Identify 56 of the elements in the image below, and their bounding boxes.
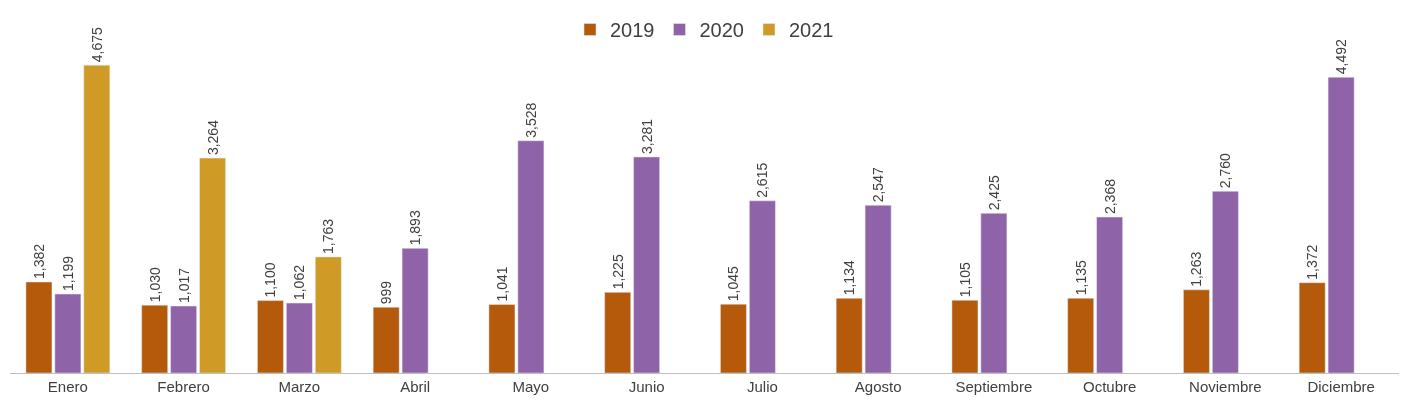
data-label: 1,382 (30, 243, 47, 280)
bar (141, 304, 168, 373)
bar (257, 300, 284, 373)
data-label: 2,425 (985, 175, 1002, 211)
data-label: 1,062 (291, 264, 308, 301)
x-tick-label: Marzo (278, 378, 321, 395)
bar (604, 292, 631, 373)
bar (1067, 298, 1094, 373)
data-label: 999 (378, 280, 395, 305)
x-tick-label: Octubre (1082, 378, 1137, 395)
data-label: 2,760 (1217, 153, 1234, 189)
x-tick-label: Septiembre (955, 378, 1033, 395)
x-tick-label: Junio (628, 378, 665, 395)
x-tick-label: Agosto (854, 378, 902, 395)
legend-label: 2021 (789, 19, 834, 42)
data-label: 1,263 (1188, 251, 1205, 287)
data-label: 1,134 (841, 260, 858, 296)
bar (1096, 216, 1123, 373)
data-label: 1,225 (609, 254, 626, 290)
x-tick-label: Diciembre (1307, 378, 1375, 395)
bar (170, 305, 197, 373)
data-label: 1,135 (1072, 260, 1089, 296)
legend-label: 2019 (610, 19, 655, 42)
bar (315, 256, 342, 373)
data-label: 1,199 (59, 255, 76, 292)
data-label: 2,368 (1101, 178, 1118, 215)
data-label: 1,100 (262, 262, 279, 298)
data-label: 2,547 (870, 167, 887, 203)
bar (720, 303, 747, 373)
data-label: 1,045 (725, 265, 742, 302)
data-label: 4,492 (1333, 39, 1350, 75)
x-tick-label: Julio (746, 378, 778, 395)
bar (1183, 289, 1210, 373)
data-label: 3,528 (522, 102, 539, 138)
data-label: 2,615 (754, 162, 771, 198)
bar (749, 200, 776, 373)
x-tick-label: Mayo (512, 378, 550, 395)
data-label: 1,041 (493, 266, 510, 302)
data-label: 1,105 (956, 262, 973, 298)
data-label: 4,675 (88, 26, 105, 63)
data-label: 1,893 (407, 210, 424, 246)
data-label: 1,017 (175, 267, 192, 304)
data-label: 1,030 (146, 266, 163, 303)
data-label: 3,264 (204, 119, 221, 156)
x-tick-label: Febrero (157, 378, 210, 395)
data-label: 3,281 (638, 118, 655, 154)
data-label: 1,763 (320, 218, 337, 254)
legend-label: 2020 (699, 19, 744, 42)
bar (633, 156, 660, 373)
bar (286, 302, 313, 373)
x-tick-label: Abril (400, 378, 431, 395)
bar (199, 157, 226, 373)
data-label: 1,372 (1304, 244, 1321, 280)
bar (1212, 191, 1239, 373)
x-tick-label: Enero (47, 378, 88, 395)
x-tick-label: Noviembre (1189, 378, 1262, 395)
